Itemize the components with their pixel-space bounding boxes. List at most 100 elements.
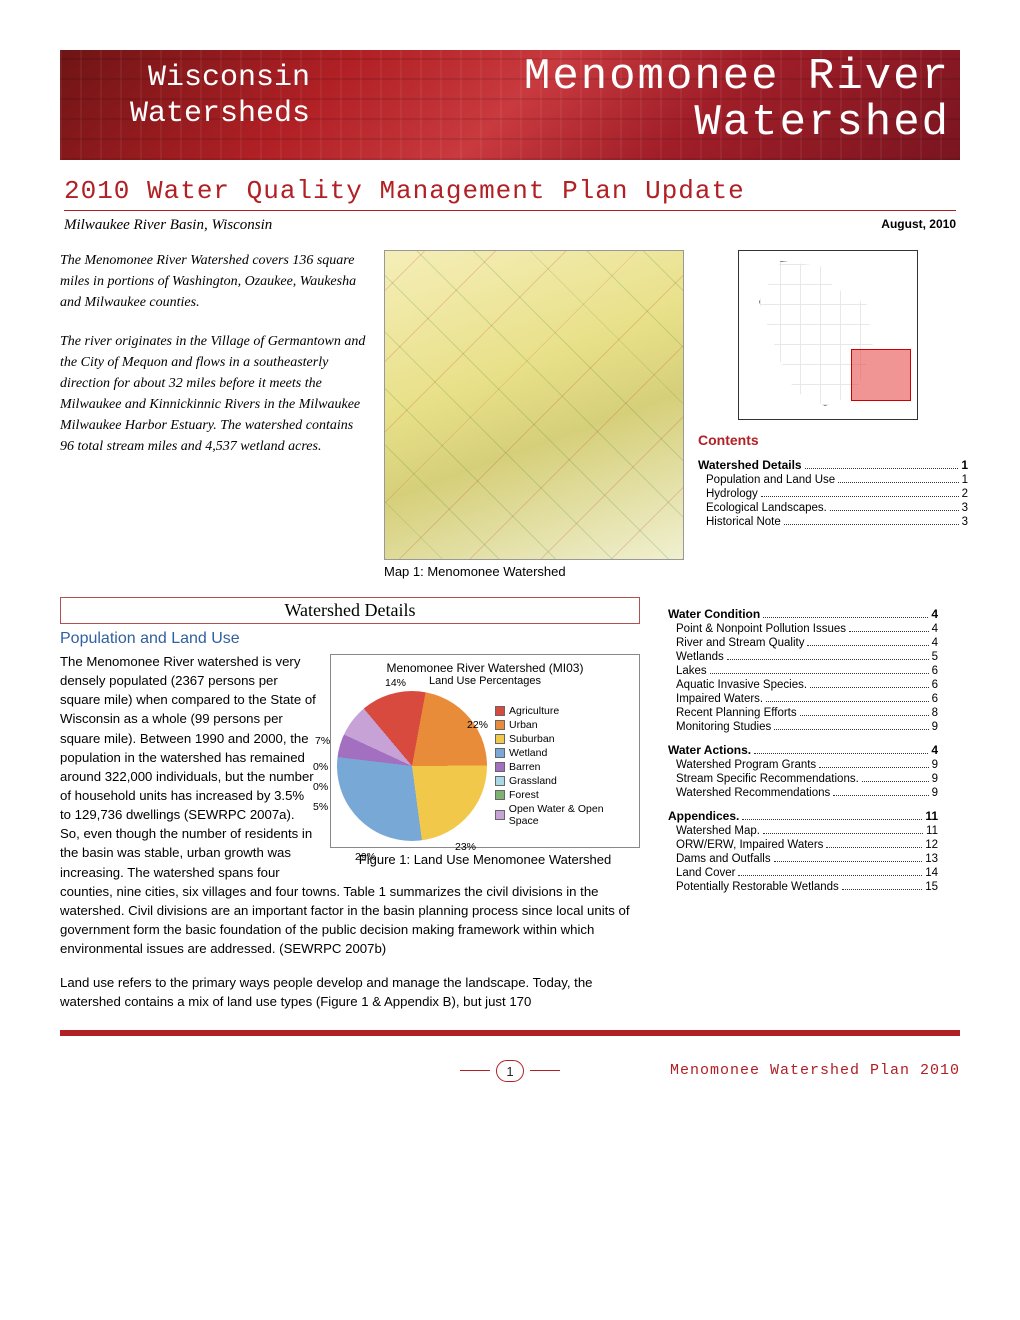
- legend-swatch: [495, 748, 505, 758]
- toc-item-page: 4: [932, 623, 938, 635]
- toc-section-label: Watershed Details: [698, 458, 802, 472]
- toc-section: Water Actions. 4: [668, 743, 938, 757]
- toc-item: Point & Nonpoint Pollution Issues 4: [676, 623, 938, 635]
- toc-dots: [742, 809, 922, 820]
- intro-paragraph-1: The Menomonee River Watershed covers 136…: [60, 250, 370, 313]
- legend-swatch: [495, 810, 505, 820]
- toc-dots: [754, 743, 928, 754]
- toc-item: Lakes 6: [676, 665, 938, 677]
- pie-slice-callout: 7%: [315, 735, 330, 747]
- toc-item: ORW/ERW, Impaired Waters 12: [676, 839, 938, 851]
- legend-swatch: [495, 776, 505, 786]
- page-dash-left: [460, 1070, 490, 1071]
- legend-item: Barren: [495, 761, 633, 773]
- sub-date: August, 2010: [881, 217, 956, 234]
- toc-item-page: 15: [925, 881, 938, 893]
- toc-item-page: 1: [962, 474, 968, 486]
- toc-item: Wetlands 5: [676, 651, 938, 663]
- banner-left-title: Wisconsin Watersheds: [90, 60, 310, 132]
- toc-item: Potentially Restorable Wetlands 15: [676, 881, 938, 893]
- toc-section-label: Water Condition: [668, 607, 760, 621]
- legend-label: Barren: [509, 761, 541, 773]
- toc-item-page: 11: [926, 825, 938, 837]
- pie-slice-callout: 22%: [467, 719, 488, 731]
- toc-item-label: Potentially Restorable Wetlands: [676, 881, 839, 893]
- toc-dots: [830, 502, 959, 511]
- legend-label: Agriculture: [509, 705, 559, 717]
- banner-left-line1: Wisconsin: [90, 60, 310, 96]
- page-number-ornament: 1: [460, 1060, 560, 1082]
- toc-dots: [838, 474, 958, 483]
- toc-item-page: 3: [962, 502, 968, 514]
- toc-item-page: 13: [925, 853, 938, 865]
- sub-location: Milwaukee River Basin, Wisconsin: [64, 217, 272, 234]
- toc-dots: [766, 693, 928, 702]
- toc-section: Watershed Details 1: [698, 458, 968, 472]
- toc-item-page: 6: [932, 665, 938, 677]
- pie-slice-callout: 0%: [313, 781, 328, 793]
- toc-dots: [810, 679, 929, 688]
- banner-right-line2: Watershed: [524, 100, 950, 146]
- footer-doc-title: Menomonee Watershed Plan 2010: [670, 1062, 960, 1079]
- legend-label: Urban: [509, 719, 538, 731]
- legend-swatch: [495, 734, 505, 744]
- footer-rule: [60, 1030, 960, 1036]
- toc-dots: [807, 637, 928, 646]
- pie-chart: [337, 691, 487, 841]
- legend-item: Open Water & Open Space: [495, 803, 633, 827]
- toc-upper: Watershed Details 1 Population and Land …: [698, 458, 968, 528]
- legend-item: Suburban: [495, 733, 633, 745]
- toc-section-label: Water Actions.: [668, 743, 751, 757]
- toc-item-label: Lakes: [676, 665, 707, 677]
- toc-item-page: 14: [925, 867, 938, 879]
- legend-swatch: [495, 762, 505, 772]
- banner-left-line2: Watersheds: [90, 96, 310, 132]
- legend-swatch: [495, 706, 505, 716]
- toc-item-page: 3: [962, 516, 968, 528]
- pie-legend: Agriculture Urban Suburban Wetland Barre…: [495, 703, 633, 829]
- toc-item-page: 4: [932, 637, 938, 649]
- plan-title: 2010 Water Quality Management Plan Updat…: [64, 176, 956, 211]
- toc-item-label: Impaired Waters.: [676, 693, 763, 705]
- toc-item-label: Land Cover: [676, 867, 735, 879]
- toc-section: Water Condition 4: [668, 607, 938, 621]
- legend-label: Grassland: [509, 775, 557, 787]
- sub-row: Milwaukee River Basin, Wisconsin August,…: [64, 217, 956, 234]
- intro-column: The Menomonee River Watershed covers 136…: [60, 250, 370, 579]
- mid-right-column: Water Condition 4 Point & Nonpoint Pollu…: [658, 597, 938, 1012]
- mid-grid: Watershed Details Population and Land Us…: [60, 597, 960, 1012]
- legend-item: Wetland: [495, 747, 633, 759]
- toc-item-label: Historical Note: [706, 516, 781, 528]
- legend-label: Open Water & Open Space: [509, 803, 633, 827]
- toc-dots: [819, 759, 928, 768]
- legend-item: Agriculture: [495, 705, 633, 717]
- toc-dots: [761, 488, 959, 497]
- toc-item-label: Watershed Recommendations: [676, 787, 830, 799]
- body-paragraph-2: Land use refers to the primary ways peop…: [60, 973, 640, 1011]
- toc-section-page: 11: [925, 809, 938, 823]
- toc-item-label: Stream Specific Recommendations.: [676, 773, 859, 785]
- pie-slice-callout: 23%: [455, 841, 476, 853]
- pie-chart-box: Menomonee River Watershed (MI03) Land Us…: [330, 654, 640, 848]
- toc-item-label: River and Stream Quality: [676, 637, 804, 649]
- toc-dots: [738, 867, 922, 876]
- pie-slice-callout: 5%: [313, 801, 328, 813]
- toc-item-label: ORW/ERW, Impaired Waters: [676, 839, 823, 851]
- toc-item-page: 9: [932, 721, 938, 733]
- legend-item: Urban: [495, 719, 633, 731]
- toc-item: Ecological Landscapes. 3: [706, 502, 968, 514]
- toc-item-page: 12: [925, 839, 938, 851]
- pie-slice-callout: 0%: [313, 761, 328, 773]
- toc-section-page: 1: [961, 458, 968, 472]
- toc-section-page: 4: [931, 743, 938, 757]
- legend-label: Forest: [509, 789, 539, 801]
- toc-dots: [763, 825, 923, 834]
- footer-row: 1 Menomonee Watershed Plan 2010: [60, 1060, 960, 1082]
- toc-dots: [710, 665, 929, 674]
- watershed-map: [384, 250, 684, 560]
- toc-item-label: Point & Nonpoint Pollution Issues: [676, 623, 846, 635]
- toc-item: Population and Land Use 1: [706, 474, 968, 486]
- toc-section-label: Appendices.: [668, 809, 739, 823]
- toc-item-label: Ecological Landscapes.: [706, 502, 827, 514]
- toc-item-label: Monitoring Studies: [676, 721, 771, 733]
